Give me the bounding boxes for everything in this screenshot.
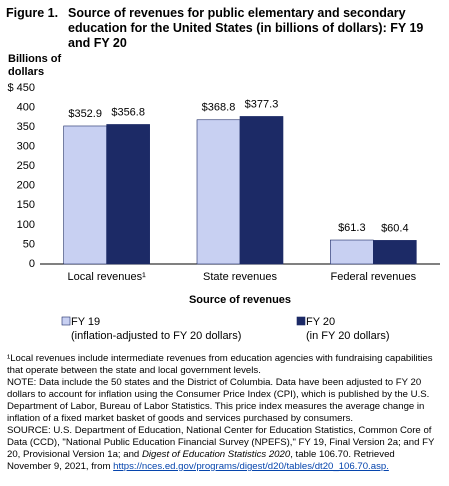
- figure-label: Figure 1.: [6, 6, 59, 20]
- chart: 0 50 100 150 200 250 300 350 400 $ 450 Local reven…: [7, 82, 440, 342]
- source-text: , table 106.70. Retrieved November 9, 20…: [7, 449, 395, 472]
- footnote: ¹Local revenues include intermediate rev…: [7, 353, 433, 376]
- y-tick-label: $ 450: [7, 82, 35, 94]
- y-tick-label: 250: [17, 160, 35, 172]
- chart-title: Source of revenues for public elementary…: [68, 6, 424, 50]
- legend-label: FY 19: [71, 316, 100, 328]
- value-label: $61.3: [338, 222, 366, 234]
- y-tick-label: 50: [23, 238, 35, 250]
- notes: ¹Local revenues include intermediate rev…: [7, 353, 439, 473]
- value-label: $368.8: [202, 102, 236, 114]
- y-tick-label: 200: [17, 180, 35, 192]
- legend-swatch: [61, 316, 71, 326]
- source-title: Digest of Education Statistics 2020: [141, 449, 291, 460]
- y-tick-label: 0: [29, 258, 35, 270]
- value-label: $377.3: [245, 98, 279, 110]
- source-link[interactable]: https://nces.ed.gov/programs/digest/d20/…: [113, 461, 389, 472]
- x-axis-label: Source of revenues: [189, 294, 291, 306]
- source: SOURCE: U.S. Department of Education, Na…: [7, 425, 439, 473]
- y-tick-label: 100: [17, 219, 35, 231]
- x-tick-label: State revenues: [203, 271, 277, 283]
- source-text: SOURCE: U.S. Department of Education, Na…: [7, 425, 435, 460]
- y-tick-label: 350: [17, 121, 35, 133]
- legend-label: FY 20: [306, 316, 335, 328]
- bar: [106, 124, 150, 265]
- title-block: Figure 1. Source of revenues for public …: [6, 6, 436, 51]
- bar: [373, 240, 417, 265]
- y-axis-label: Billions of dollars: [8, 53, 62, 78]
- y-tick-label: 150: [17, 199, 35, 211]
- y-tick-label: 300: [17, 141, 35, 153]
- note: NOTE: Data include the 50 states and the…: [7, 377, 430, 424]
- legend-note: (in FY 20 dollars): [306, 330, 390, 342]
- x-tick-label: Federal revenues: [331, 271, 417, 283]
- legend-swatch: [296, 316, 306, 326]
- bar: [196, 119, 241, 265]
- value-label: $352.9: [68, 108, 102, 120]
- y-tick-label: 400: [17, 101, 35, 113]
- legend-note: (inflation-adjusted to FY 20 dollars): [71, 330, 241, 342]
- value-label: $60.4: [381, 222, 409, 234]
- x-tick-label: Local revenues¹: [68, 271, 147, 283]
- bar: [239, 116, 284, 265]
- bar: [63, 125, 107, 265]
- value-label: $356.8: [111, 106, 145, 118]
- bar: [330, 239, 374, 265]
